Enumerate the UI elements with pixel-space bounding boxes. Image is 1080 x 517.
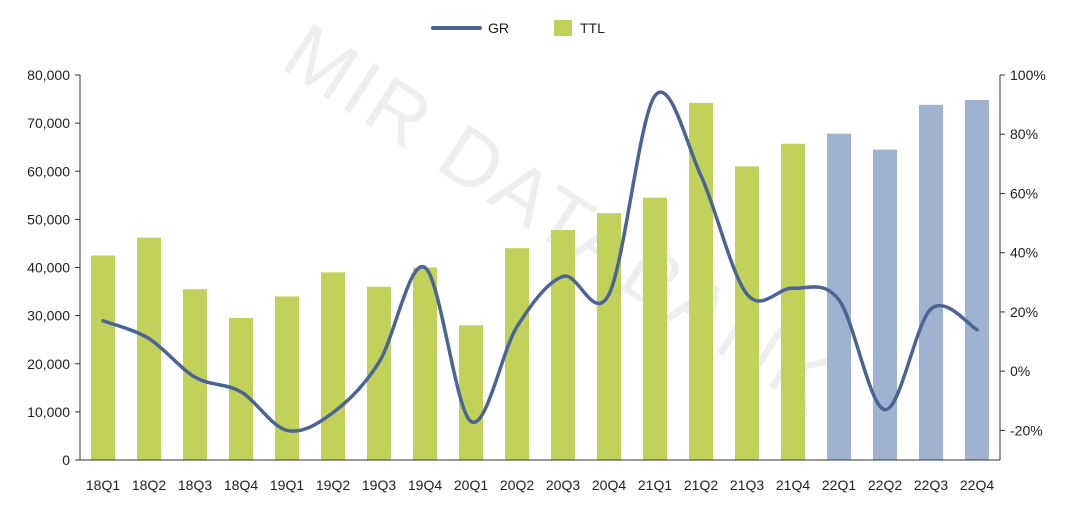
bar-20Q4 — [597, 213, 621, 460]
y-left-tick-label: 50,000 — [27, 211, 70, 227]
bar-21Q3 — [735, 166, 759, 460]
x-tick-label: 20Q2 — [500, 477, 534, 493]
bar-18Q3 — [183, 289, 207, 460]
x-tick-label: 21Q3 — [730, 477, 764, 493]
y-left-tick-label: 70,000 — [27, 115, 70, 131]
line-series-gr — [101, 90, 979, 433]
x-tick-label: 19Q2 — [316, 477, 350, 493]
y-right-tick-label: 40% — [1010, 245, 1038, 261]
x-tick-label: 18Q4 — [224, 477, 258, 493]
x-tick-label: 20Q1 — [454, 477, 488, 493]
bar-20Q3 — [551, 230, 575, 460]
x-tick-label: 19Q1 — [270, 477, 304, 493]
bar-18Q2 — [137, 237, 161, 460]
y-right-tick-label: 80% — [1010, 126, 1038, 142]
bar-21Q2 — [689, 102, 713, 461]
legend-gr-label: GR — [488, 20, 509, 36]
y-right-tick-label: 20% — [1010, 304, 1038, 320]
y-left-tick-label: 30,000 — [27, 308, 70, 324]
x-tick-label: 18Q3 — [178, 477, 212, 493]
y-right-tick-label: 60% — [1010, 185, 1038, 201]
bar-19Q4 — [413, 267, 437, 460]
bar-22Q1 — [827, 133, 851, 460]
x-tick-label: 22Q2 — [868, 477, 902, 493]
legend-ttl-label: TTL — [580, 20, 605, 36]
x-tick-label: 21Q1 — [638, 477, 672, 493]
bar-22Q4 — [965, 100, 989, 460]
bar-19Q2 — [321, 272, 345, 460]
y-left-tick-label: 0 — [62, 452, 70, 468]
y-right-tick-label: -20% — [1010, 422, 1043, 438]
x-tick-label: 18Q1 — [86, 477, 120, 493]
legend-ttl-swatch — [554, 20, 572, 36]
x-tick-label: 21Q2 — [684, 477, 718, 493]
y-left-tick-label: 20,000 — [27, 356, 70, 372]
bar-19Q1 — [275, 296, 299, 460]
x-tick-label: 18Q2 — [132, 477, 166, 493]
x-tick-label: 19Q3 — [362, 477, 396, 493]
y-right-tick-label: 0% — [1010, 363, 1030, 379]
y-right-tick-label: 100% — [1010, 67, 1046, 83]
y-left-tick-label: 10,000 — [27, 404, 70, 420]
x-tick-label: 21Q4 — [776, 477, 810, 493]
bar-18Q1 — [91, 255, 115, 460]
bar-20Q1 — [459, 325, 483, 461]
legend: GR TTL — [431, 20, 605, 36]
x-tick-label: 22Q4 — [960, 477, 994, 493]
bar-21Q4 — [781, 143, 805, 461]
y-left-tick-label: 60,000 — [27, 163, 70, 179]
x-tick-label: 20Q3 — [546, 477, 580, 493]
x-tick-label: 22Q3 — [914, 477, 948, 493]
axes: 0 10,000 20,000 30,000 40,000 50,000 60,000 70,… — [27, 67, 1046, 493]
x-tick-label: 19Q4 — [408, 477, 442, 493]
y-left-tick-label: 80,000 — [27, 67, 70, 83]
y-left-tick-label: 40,000 — [27, 260, 70, 276]
bar-20Q2 — [505, 248, 529, 460]
x-tick-label: 22Q1 — [822, 477, 856, 493]
x-tick-label: 20Q4 — [592, 477, 626, 493]
bar-22Q2 — [873, 149, 897, 460]
bar-21Q1 — [643, 197, 667, 460]
bar-22Q3 — [919, 104, 943, 461]
